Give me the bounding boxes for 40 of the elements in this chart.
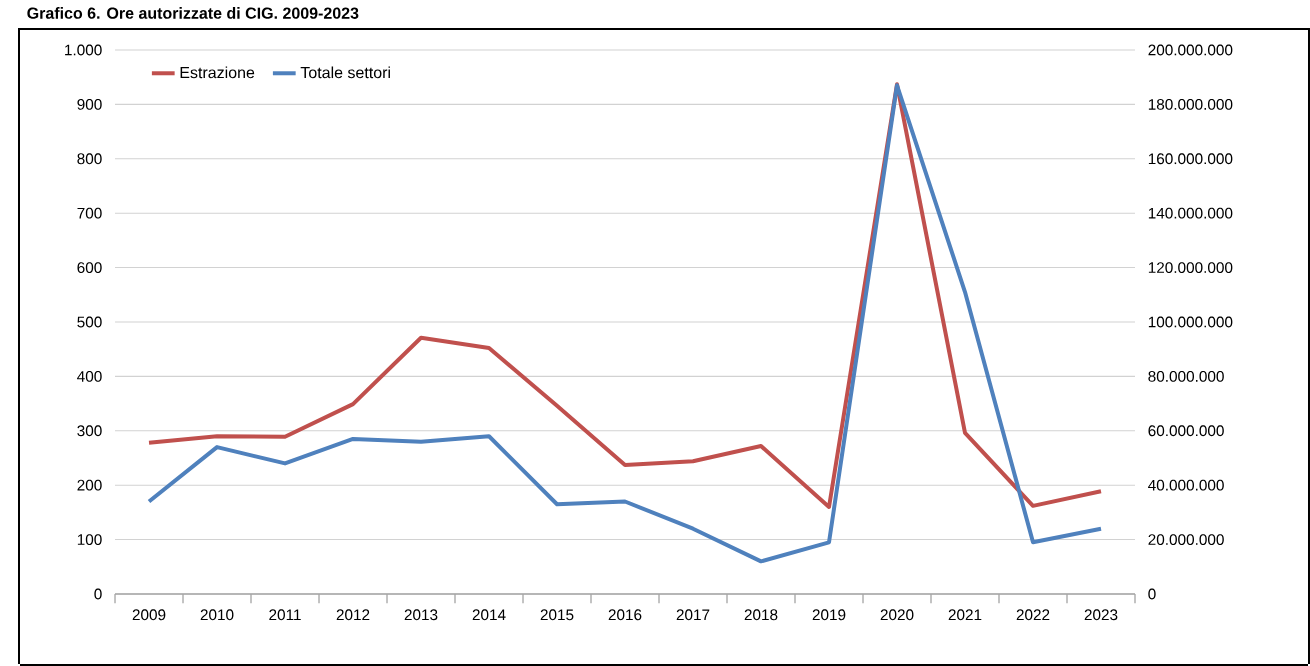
x-tick-label: 2023 bbox=[1084, 609, 1118, 621]
x-tick-label: 2014 bbox=[472, 609, 506, 621]
y2-tick-label: 180.000.000 bbox=[1148, 98, 1233, 110]
chart-title: Grafico 6. Ore autorizzate di CIG. 2009-2023 bbox=[27, 7, 359, 19]
y-tick-label: 700 bbox=[77, 207, 102, 219]
x-tick-label: 2021 bbox=[948, 609, 982, 621]
x-tick-label: 2012 bbox=[336, 609, 370, 621]
y2-tick-label: 140.000.000 bbox=[1148, 207, 1233, 219]
x-tick-label: 2022 bbox=[1016, 609, 1050, 621]
y-tick-label: 1.000 bbox=[65, 44, 102, 56]
y2-tick-label: 100.000.000 bbox=[1148, 316, 1233, 328]
y-tick-label: 400 bbox=[77, 370, 102, 382]
x-tick-label: 2016 bbox=[608, 609, 642, 621]
y-tick-label: 500 bbox=[77, 316, 102, 328]
y-tick-label: 600 bbox=[77, 262, 102, 274]
y2-tick-label: 160.000.000 bbox=[1148, 153, 1233, 165]
legend-label: Totale settori bbox=[300, 66, 390, 79]
y2-tick-label: 40.000.000 bbox=[1148, 479, 1224, 491]
legend-label: Estrazione bbox=[180, 66, 255, 79]
y2-tick-label: 200.000.000 bbox=[1148, 44, 1233, 56]
x-tick-label: 2011 bbox=[269, 609, 301, 621]
y-tick-label: 900 bbox=[77, 98, 102, 110]
y-tick-label: 800 bbox=[77, 153, 102, 165]
x-tick-label: 2019 bbox=[812, 609, 846, 621]
x-tick-label: 2013 bbox=[404, 609, 438, 621]
x-tick-label: 2015 bbox=[540, 609, 574, 621]
y-tick-label: 200 bbox=[77, 479, 102, 491]
x-tick-label: 2018 bbox=[744, 609, 778, 621]
y2-tick-label: 60.000.000 bbox=[1148, 425, 1224, 437]
y2-tick-label: 0 bbox=[1148, 588, 1156, 600]
x-tick-label: 2017 bbox=[676, 609, 710, 621]
y-tick-label: 0 bbox=[94, 588, 102, 600]
x-tick-label: 2009 bbox=[132, 609, 166, 621]
y-tick-label: 100 bbox=[77, 534, 102, 546]
y2-tick-label: 20.000.000 bbox=[1148, 534, 1224, 546]
y2-tick-label: 80.000.000 bbox=[1148, 370, 1224, 382]
x-tick-label: 2010 bbox=[200, 609, 234, 621]
x-tick-label: 2020 bbox=[880, 609, 914, 621]
y2-tick-label: 120.000.000 bbox=[1148, 262, 1233, 274]
y-tick-label: 300 bbox=[77, 425, 102, 437]
